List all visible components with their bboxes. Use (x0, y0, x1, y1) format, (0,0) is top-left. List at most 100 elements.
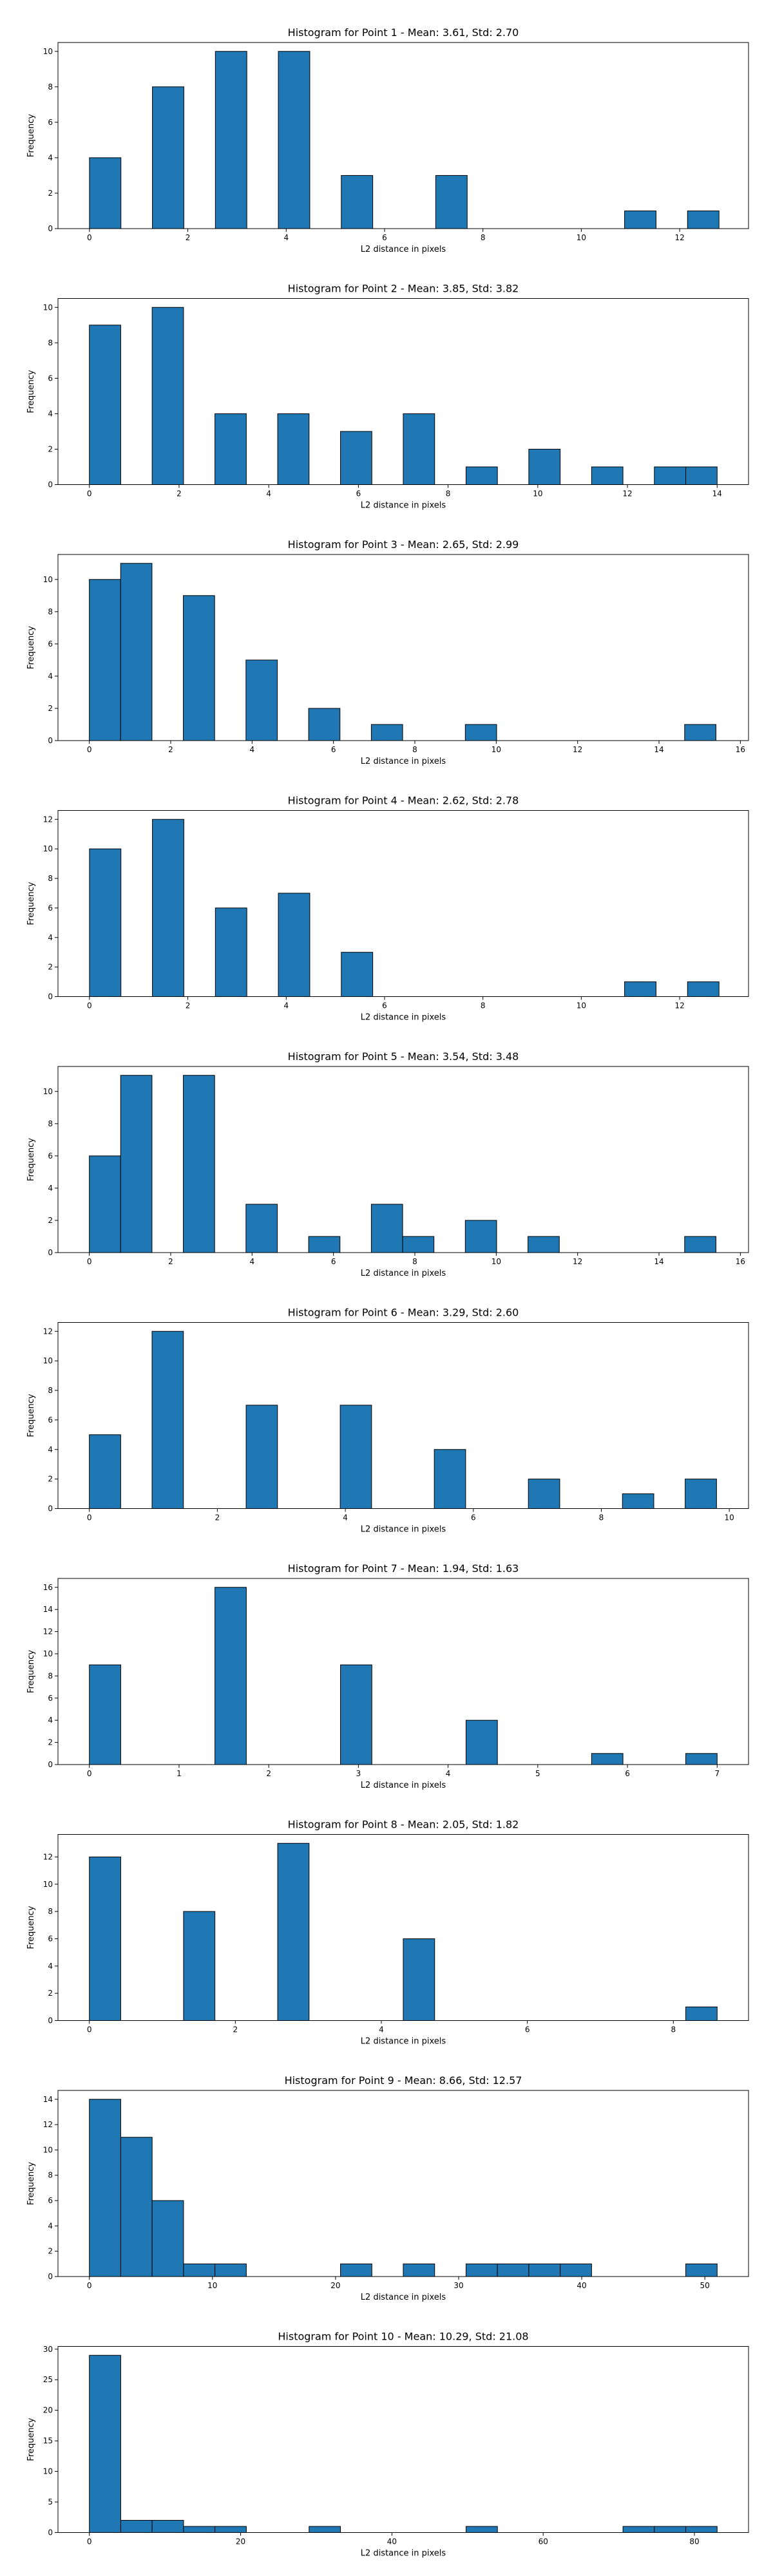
x-tick-label: 4 (283, 233, 289, 242)
chart-title: Histogram for Point 5 - Mean: 3.54, Std:… (288, 1050, 519, 1063)
histogram-bar (151, 2520, 184, 2533)
y-tick-label: 0 (48, 480, 53, 489)
x-tick-label: 10 (491, 1257, 501, 1266)
axes-frame (57, 298, 749, 485)
y-axis-label: Frequency (26, 1394, 36, 1437)
y-tick-label: 10 (43, 1649, 53, 1658)
x-tick-label: 7 (714, 1769, 720, 1778)
histogram-bar (685, 466, 718, 486)
x-tick-label: 6 (331, 745, 336, 754)
axes-frame (57, 810, 749, 997)
histogram-bar (245, 1405, 278, 1509)
histogram-bar (89, 325, 121, 485)
y-axis-label: Frequency (26, 114, 36, 157)
histogram-bar (685, 2526, 718, 2533)
histogram-bar (308, 1236, 341, 1253)
x-tick-label: 0 (87, 1257, 92, 1266)
axes-frame (57, 1834, 749, 2021)
y-tick-label: 2 (48, 1475, 53, 1484)
x-axis-label: L2 distance in pixels (361, 757, 446, 766)
y-tick-label: 0 (48, 1248, 53, 1257)
y-tick-label: 6 (48, 1151, 53, 1160)
x-axis-label: L2 distance in pixels (361, 2549, 446, 2559)
chart-panel-10: 0 20 40 60 80 0 5 10 15 20 25 30 Histogram for Point… (26, 2331, 749, 2559)
x-tick-label: 4 (379, 2025, 384, 2034)
histogram-bar (152, 819, 184, 998)
y-tick-label: 2 (48, 189, 53, 198)
y-axis-label: Frequency (26, 626, 36, 669)
x-tick-label: 0 (87, 489, 92, 498)
chart-title: Histogram for Point 9 - Mean: 8.66, Std:… (285, 2074, 522, 2087)
histogram-bar (434, 1449, 466, 1509)
histogram-bar (403, 2263, 435, 2277)
x-tick-label: 6 (356, 489, 361, 498)
axes-frame (57, 42, 749, 229)
histogram-bar (624, 210, 656, 229)
x-axis-label: L2 distance in pixels (361, 501, 446, 511)
y-tick-label: 2 (48, 2247, 53, 2256)
x-tick-label: 2 (215, 1513, 220, 1522)
x-tick-label: 8 (446, 489, 451, 498)
y-axis-label: Frequency (26, 370, 36, 413)
histogram-bar (685, 2263, 718, 2277)
y-tick-label: 10 (43, 2145, 53, 2154)
x-tick-label: 0 (87, 1001, 92, 1010)
x-tick-label: 2 (186, 1001, 191, 1010)
x-tick-label: 6 (625, 1769, 630, 1778)
histogram-bar (215, 907, 247, 998)
y-tick-label: 0 (48, 2528, 53, 2537)
histogram-bar (278, 51, 310, 229)
x-tick-label: 50 (700, 2281, 710, 2290)
histogram-bar (560, 2263, 592, 2277)
x-tick-label: 6 (382, 233, 387, 242)
histogram-bar (528, 1236, 560, 1253)
histogram-bar (497, 2263, 530, 2277)
y-tick-label: 8 (48, 1671, 53, 1680)
histogram-bar (402, 1236, 435, 1253)
x-tick-label: 10 (207, 2281, 217, 2290)
y-axis-label: Frequency (26, 1650, 36, 1693)
histogram-bar (685, 1479, 717, 1509)
histogram-bar (89, 1434, 121, 1509)
chart-panel-5: 0 2 4 6 8 10 12 14 16 0 2 4 6 8 10 Histogram for Point … (26, 1050, 749, 1278)
histogram-bar (622, 1493, 654, 1509)
histogram-bar (340, 1664, 372, 1765)
y-tick-label: 6 (48, 1934, 53, 1943)
x-tick-label: 8 (671, 2025, 676, 2034)
histogram-bar (89, 2354, 121, 2533)
y-tick-label: 12 (43, 1852, 53, 1861)
x-tick-label: 0 (87, 2537, 92, 2546)
chart-title: Histogram for Point 2 - Mean: 3.85, Std:… (288, 283, 519, 295)
x-tick-label: 10 (577, 1001, 586, 1010)
y-tick-label: 4 (48, 933, 53, 942)
histogram-bar (183, 2526, 216, 2533)
x-tick-label: 30 (453, 2281, 463, 2290)
y-tick-label: 12 (43, 1627, 53, 1636)
histogram-bar (151, 2200, 184, 2277)
x-tick-label: 12 (674, 233, 684, 242)
x-tick-label: 4 (283, 1001, 289, 1010)
histogram-bar (403, 1938, 435, 2022)
y-tick-label: 4 (48, 153, 53, 162)
histogram-bar (183, 595, 215, 741)
histogram-bar (528, 2263, 561, 2277)
histogram-bar (89, 1664, 121, 1765)
x-axis-label: L2 distance in pixels (361, 1781, 446, 1790)
histogram-bar (622, 2526, 655, 2533)
axes-frame (57, 1066, 749, 1253)
chart-title: Histogram for Point 10 - Mean: 10.29, St… (278, 2331, 528, 2343)
histogram-bar (215, 2263, 247, 2277)
x-tick-label: 6 (525, 2025, 530, 2034)
histogram-bar (215, 413, 247, 486)
x-tick-label: 8 (599, 1513, 604, 1522)
y-tick-label: 25 (43, 2375, 53, 2384)
y-tick-label: 4 (48, 1184, 53, 1193)
histogram-bar (528, 1479, 560, 1509)
x-tick-label: 10 (491, 745, 501, 754)
histogram-bar (687, 210, 720, 229)
y-tick-label: 6 (48, 1416, 53, 1425)
histogram-bar (89, 1856, 121, 2022)
histogram-bar (465, 466, 498, 486)
x-tick-label: 10 (725, 1513, 734, 1522)
